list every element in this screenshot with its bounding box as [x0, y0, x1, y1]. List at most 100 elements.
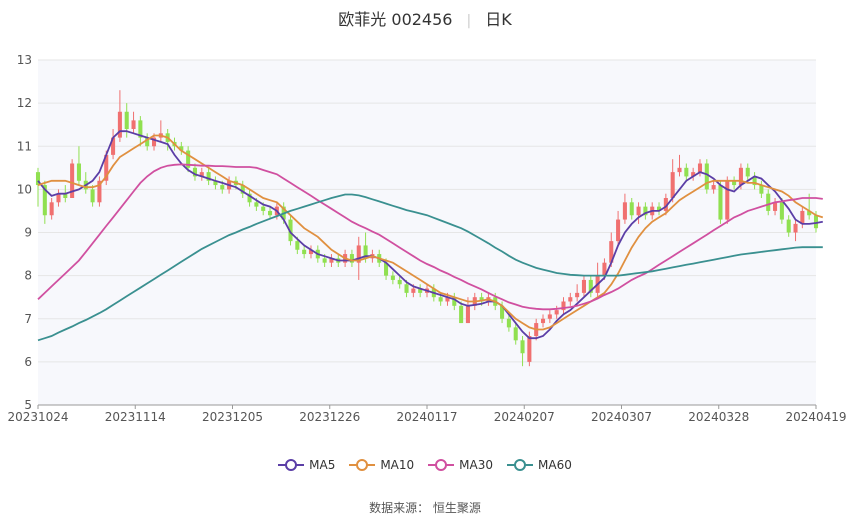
legend-item-ma10[interactable]: MA10	[349, 458, 414, 472]
candle-body	[643, 206, 648, 216]
x-tick-label: 20231114	[105, 410, 166, 424]
candle-body	[554, 310, 559, 315]
candle-body	[622, 202, 627, 220]
legend-marker-icon	[278, 459, 305, 471]
candle-body	[459, 305, 464, 324]
candle-body	[575, 292, 580, 298]
candle-body	[800, 210, 805, 224]
candle-body	[438, 297, 443, 302]
candle-body	[779, 202, 784, 220]
candle-body	[220, 185, 225, 190]
candle-body	[349, 254, 354, 263]
candle-body	[138, 120, 143, 138]
candle-body	[452, 297, 457, 306]
candle-body	[213, 180, 218, 186]
source-name: 恒生聚源	[432, 501, 481, 515]
candle-body	[179, 146, 184, 151]
candle-body	[520, 340, 525, 354]
candle-body	[104, 154, 109, 181]
legend-item-ma60[interactable]: MA60	[507, 458, 572, 472]
y-tick-label: 11	[17, 139, 32, 153]
y-tick-label: 5	[24, 398, 32, 412]
candle-body	[411, 288, 416, 293]
ma-line-ma10	[37, 134, 824, 331]
candle-body	[186, 150, 191, 168]
candle-body	[752, 176, 757, 186]
legend-marker-icon	[507, 459, 534, 471]
candle-body	[527, 336, 532, 362]
candle-body	[145, 137, 150, 147]
candle-body	[738, 167, 743, 186]
candle-body	[302, 249, 307, 255]
candle-body	[745, 167, 750, 177]
title-separator: |	[466, 13, 472, 29]
candle-body	[268, 210, 273, 216]
y-tick-label: 10	[17, 182, 32, 196]
source-label: 数据来源：	[369, 501, 430, 515]
legend-marker-icon	[349, 459, 376, 471]
candle-body	[192, 167, 197, 177]
candle-body	[691, 172, 696, 177]
candle-body	[329, 258, 334, 263]
candle-body	[308, 249, 314, 255]
candle-body	[813, 215, 819, 229]
candle-body	[199, 172, 204, 177]
candle-body	[356, 245, 361, 263]
y-tick-label: 12	[17, 96, 32, 110]
candle-body	[322, 258, 327, 263]
y-tick-label: 13	[17, 53, 32, 67]
legend-item-ma30[interactable]: MA30	[428, 458, 493, 472]
stock-name-label: 欧菲光 002456	[338, 10, 453, 29]
candle-body	[725, 180, 730, 220]
legend-label: MA10	[380, 458, 415, 472]
candle-body	[206, 172, 211, 181]
candle-body	[397, 279, 402, 285]
y-tick-label: 9	[24, 226, 32, 240]
candle-body	[404, 284, 409, 293]
legend: MA5 MA10 MA30 MA60	[0, 458, 850, 475]
legend-item-ma5[interactable]: MA5	[278, 458, 335, 472]
candle-body	[247, 193, 252, 203]
x-tick-label: 20231024	[7, 410, 68, 424]
candle-body	[76, 163, 81, 181]
candle-body	[390, 275, 395, 280]
candle-body	[636, 206, 641, 216]
candle-body	[684, 167, 689, 177]
candle-body	[42, 185, 47, 216]
candle-body	[63, 193, 68, 198]
legend-label: MA30	[459, 458, 494, 472]
candle-body	[786, 219, 791, 233]
candle-body	[295, 241, 300, 250]
x-tick-label: 20231226	[299, 410, 360, 424]
candle-body	[35, 172, 41, 186]
period-label: 日K	[485, 10, 512, 29]
y-tick-label: 7	[24, 312, 32, 326]
candle-body	[718, 185, 723, 220]
candle-body	[704, 163, 709, 190]
candle-body	[807, 210, 812, 216]
candle-body	[581, 279, 586, 293]
candle-body	[465, 305, 470, 324]
candlestick-chart: 5 6 7 8 9 10 11 12 13 20231024 20231114 20231205 202…	[7, 53, 846, 424]
candle-body	[540, 318, 546, 324]
candle-body	[506, 318, 511, 328]
candle-body	[479, 297, 484, 302]
candle-body	[629, 202, 634, 216]
candle-body	[793, 223, 798, 233]
candle-body	[766, 193, 771, 211]
y-tick-label: 8	[24, 269, 32, 283]
candle-body	[711, 185, 716, 190]
candle-body	[70, 163, 75, 198]
candle-body	[56, 193, 61, 203]
x-tick-label: 20240117	[396, 410, 457, 424]
candle-body	[418, 288, 423, 293]
candle-body	[240, 185, 245, 194]
candle-body	[90, 189, 95, 203]
candle-body	[663, 198, 668, 211]
candle-body	[561, 301, 566, 311]
candle-body	[677, 167, 682, 173]
legend-label: MA5	[309, 458, 336, 472]
candle-body	[254, 202, 259, 207]
candle-body	[363, 245, 368, 259]
x-tick-label: 20240328	[688, 410, 749, 424]
